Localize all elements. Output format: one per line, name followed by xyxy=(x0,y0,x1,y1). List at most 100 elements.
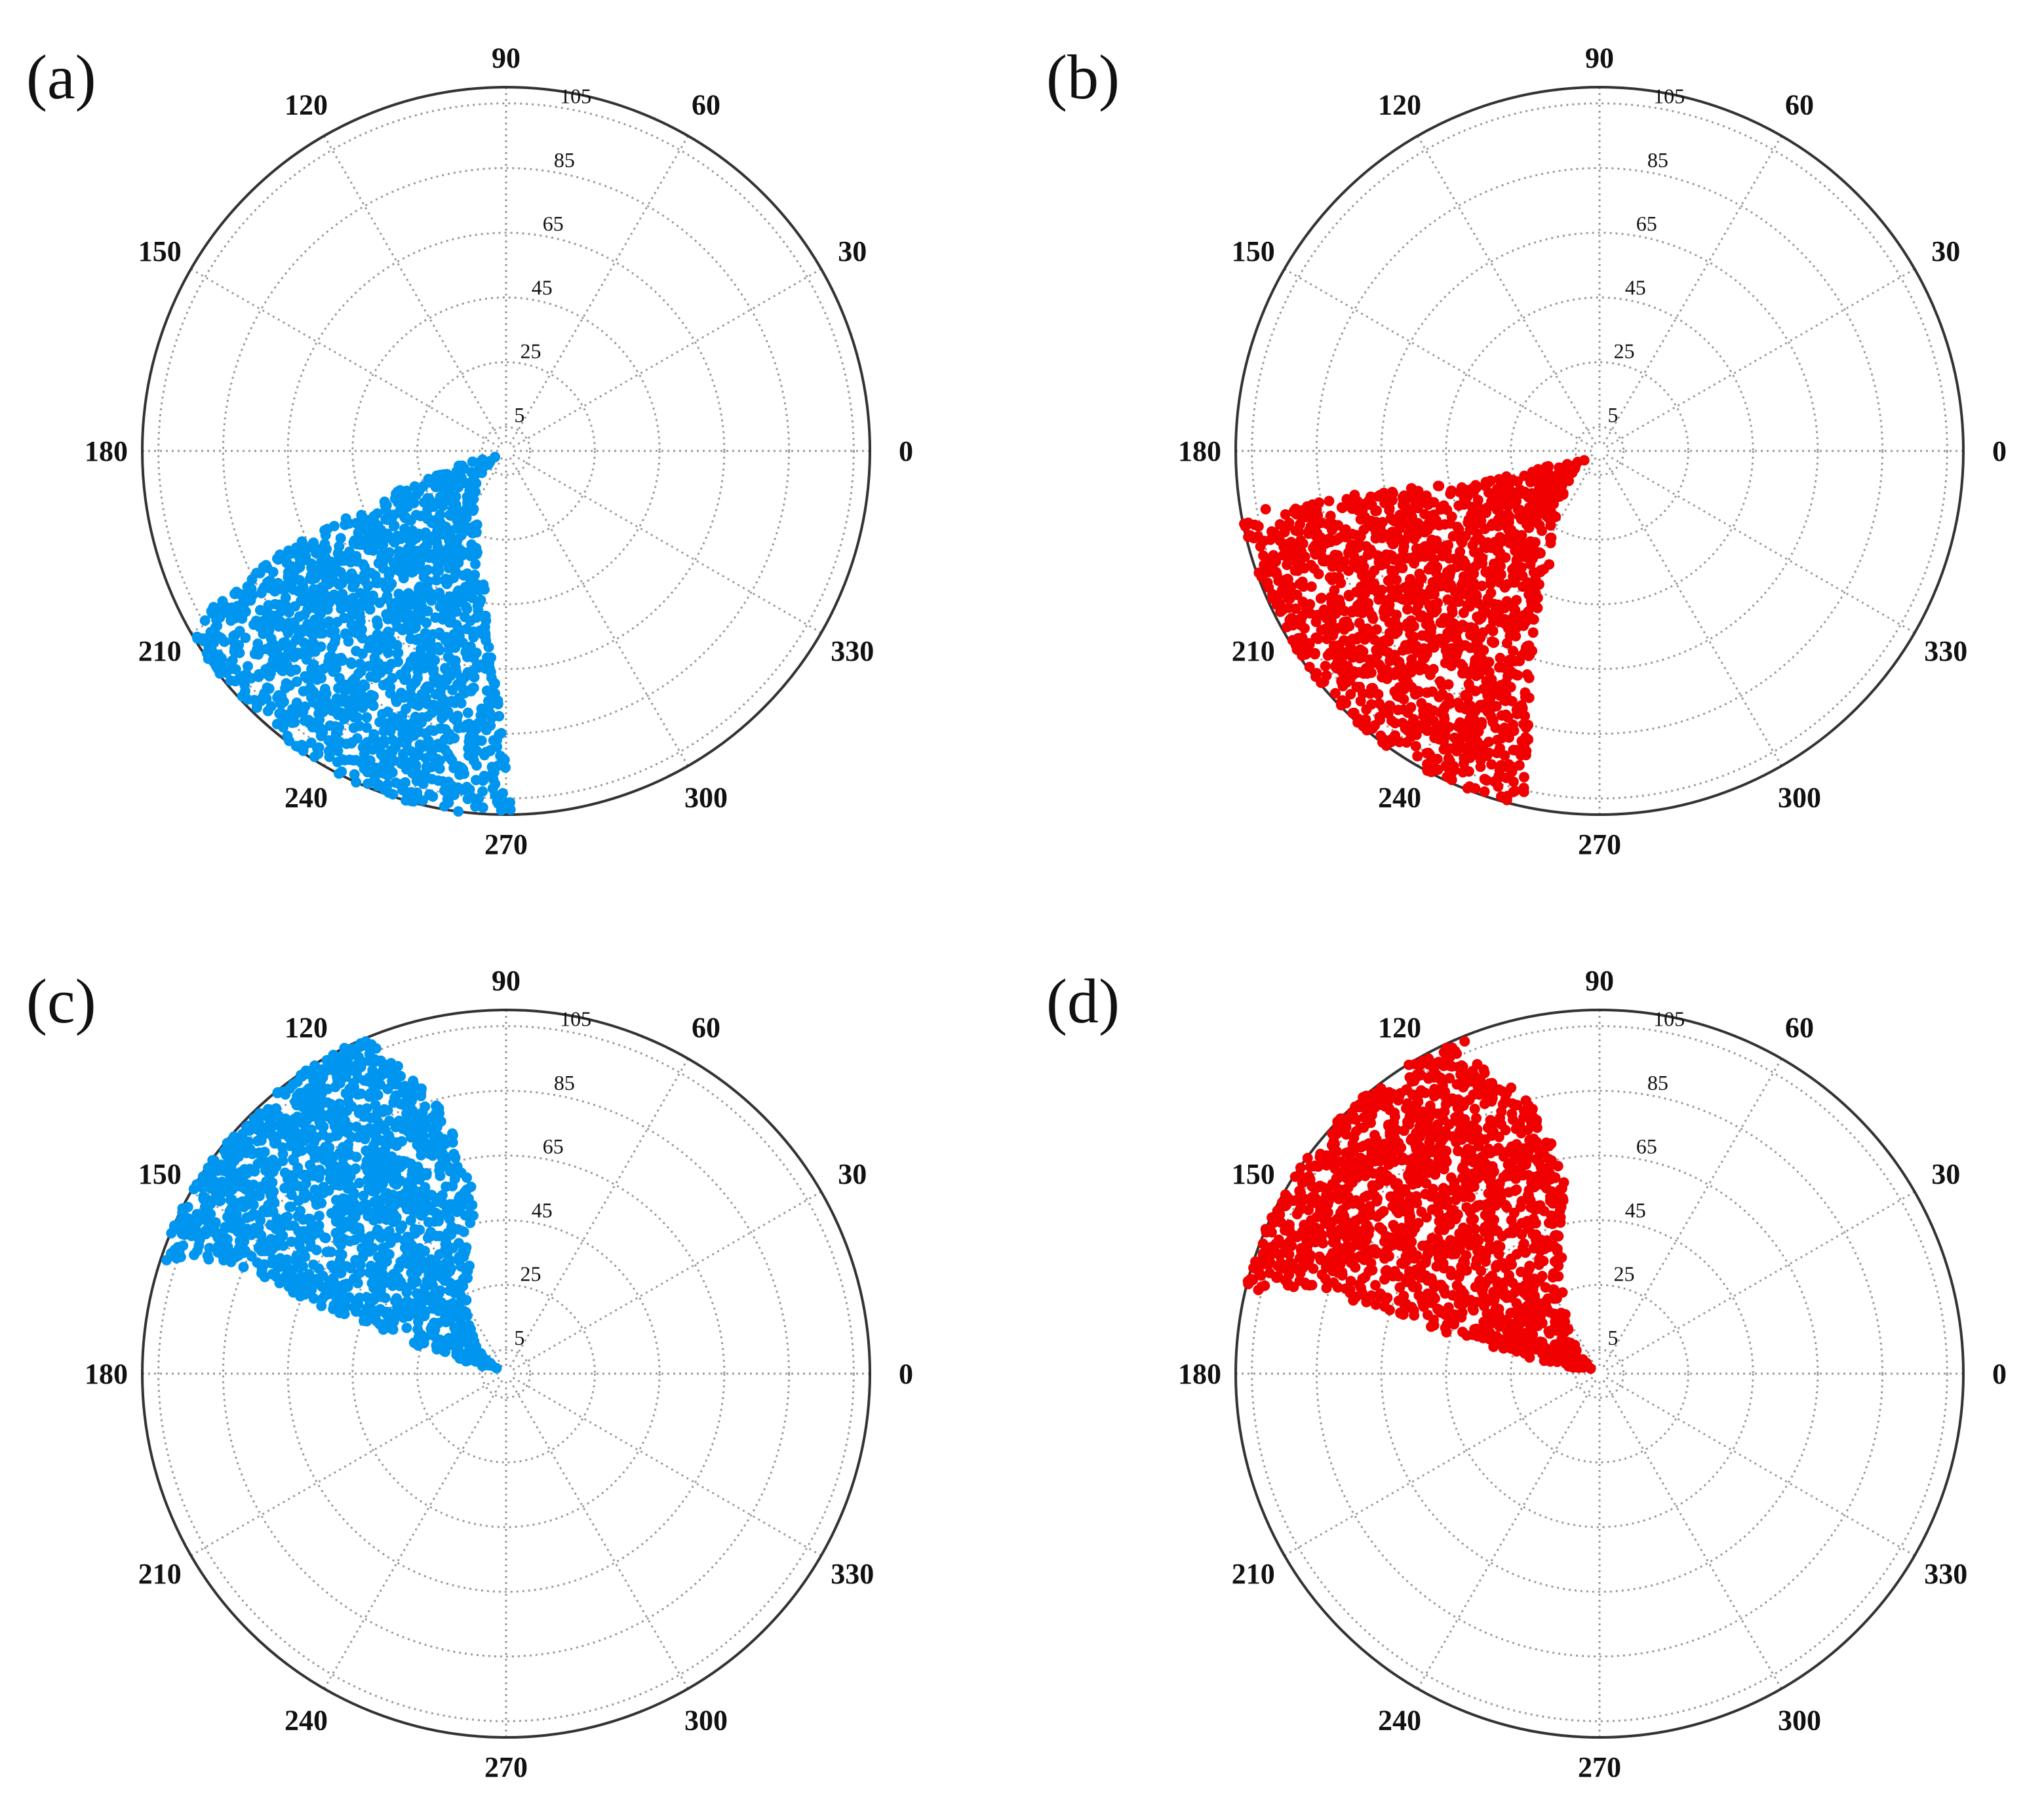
scatter-point xyxy=(443,752,454,763)
scatter-point xyxy=(383,677,393,688)
scatter-point xyxy=(1419,509,1430,520)
scatter-point xyxy=(437,708,447,720)
scatter-point xyxy=(1411,723,1423,734)
scatter-point xyxy=(256,1135,267,1146)
scatter-point xyxy=(411,1165,422,1176)
scatter-point xyxy=(1419,653,1430,664)
scatter-point xyxy=(399,1081,410,1092)
scatter-point xyxy=(454,692,465,703)
scatter-point xyxy=(354,720,364,731)
scatter-point xyxy=(1267,589,1278,600)
scatter-point xyxy=(1524,502,1535,513)
scatter-point xyxy=(446,493,457,505)
scatter-point xyxy=(359,680,370,691)
scatter-point xyxy=(384,1115,395,1127)
scatter-point xyxy=(1425,669,1436,680)
scatter-point xyxy=(1402,604,1413,615)
scatter-point xyxy=(237,1182,248,1193)
scatter-point xyxy=(416,601,427,612)
scatter-point xyxy=(498,788,508,799)
scatter-point xyxy=(1255,541,1266,552)
angle-tick-label: 30 xyxy=(838,235,867,267)
scatter-point xyxy=(265,611,276,623)
scatter-point xyxy=(406,1121,417,1132)
scatter-point xyxy=(1398,494,1409,505)
scatter-point xyxy=(456,675,467,686)
scatter-point xyxy=(263,600,274,611)
scatter-point xyxy=(1375,490,1386,501)
scatter-point xyxy=(1523,672,1535,684)
scatter-point xyxy=(305,682,316,693)
scatter-point xyxy=(475,710,486,721)
angle-tick-label: 300 xyxy=(1778,781,1821,813)
radial-tick-label: 105 xyxy=(1653,85,1685,108)
scatter-point xyxy=(214,612,226,623)
panel-label-c: (c) xyxy=(26,966,96,1036)
angle-tick-label: 60 xyxy=(692,1012,720,1044)
scatter-point xyxy=(427,1303,439,1314)
scatter-point xyxy=(1434,520,1445,531)
scatter-point xyxy=(385,687,396,699)
scatter-point xyxy=(449,474,460,486)
scatter-point xyxy=(454,1255,464,1266)
scatter-point xyxy=(325,556,336,567)
scatter-point xyxy=(414,743,425,754)
scatter-point xyxy=(1460,689,1471,701)
panel-a: (a) 030609012015018021024027030033052545… xyxy=(26,42,913,861)
angle-tick-label: 0 xyxy=(899,1358,913,1390)
scatter-point xyxy=(463,786,474,797)
scatter-point xyxy=(340,1115,351,1126)
scatter-point xyxy=(1511,594,1522,606)
scatter-point xyxy=(387,1167,399,1178)
scatter-point xyxy=(379,753,390,764)
scatter-point xyxy=(429,655,441,666)
scatter-point xyxy=(420,768,431,779)
scatter-point xyxy=(212,664,224,675)
scatter-point xyxy=(381,1256,392,1267)
scatter-point xyxy=(423,576,434,587)
radial-tick-label: 45 xyxy=(532,1198,553,1222)
scatter-point xyxy=(203,1162,214,1173)
scatter-point xyxy=(284,1201,295,1212)
scatter-point xyxy=(171,1252,182,1264)
scatter-point xyxy=(1372,587,1383,598)
scatter-point xyxy=(353,1222,364,1233)
scatter-point xyxy=(332,727,343,738)
scatter-point xyxy=(292,549,304,560)
scatter-point xyxy=(1453,644,1464,655)
scatter-point xyxy=(1495,760,1506,771)
scatter-point xyxy=(189,1249,200,1260)
scatter-point xyxy=(1279,575,1290,586)
scatter-point xyxy=(395,1071,406,1081)
scatter-point xyxy=(1494,577,1505,588)
scatter-point xyxy=(395,533,406,545)
grid-ring xyxy=(1574,425,1625,476)
scatter-point xyxy=(353,527,364,538)
scatter-point xyxy=(239,680,250,691)
scatter-point xyxy=(342,1281,353,1292)
scatter-point xyxy=(271,1271,282,1282)
scatter-point xyxy=(365,671,376,682)
radial-tick-label: 85 xyxy=(554,1071,575,1094)
scatter-point xyxy=(1339,606,1350,617)
scatter-point xyxy=(1305,599,1316,609)
scatter-point xyxy=(403,558,414,568)
scatter-point xyxy=(368,733,379,744)
angle-tick-label: 30 xyxy=(1931,235,1960,267)
scatter-point xyxy=(355,1041,366,1053)
scatter-point xyxy=(442,1207,453,1218)
radial-tick-label: 25 xyxy=(521,1262,541,1286)
scatter-point xyxy=(423,1232,433,1243)
scatter-point xyxy=(286,649,297,661)
scatter-point xyxy=(307,1132,319,1143)
scatter-point xyxy=(1482,657,1493,668)
scatter-point xyxy=(1446,775,1457,785)
scatter-point xyxy=(415,1334,426,1345)
scatter-point xyxy=(394,591,405,602)
angle-tick-label: 120 xyxy=(285,1012,328,1044)
scatter-point xyxy=(288,1220,300,1231)
angle-tick-label: 150 xyxy=(138,235,182,267)
scatter-point xyxy=(364,538,374,549)
scatter-point xyxy=(435,469,446,480)
scatter-point xyxy=(401,739,412,750)
